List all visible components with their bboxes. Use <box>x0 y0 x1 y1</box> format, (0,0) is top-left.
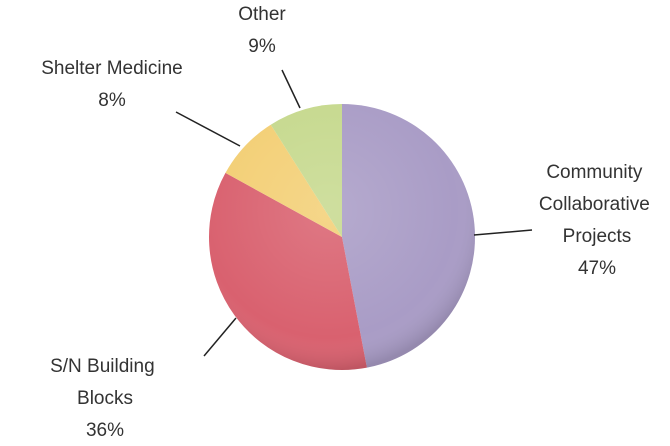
labels: Community Collaborative Projects 47% S/N B… <box>41 4 655 441</box>
value-label: 9% <box>248 36 276 57</box>
value-label: 36% <box>86 420 124 441</box>
value-label: 8% <box>98 90 126 111</box>
leader-line <box>473 229 533 236</box>
leader-line <box>203 317 237 357</box>
slice-label: Community Collaborative Projects <box>539 162 655 247</box>
slice-label: Shelter Medicine <box>41 58 183 79</box>
pie-slice <box>342 104 476 368</box>
leader-line <box>281 69 301 109</box>
slice-label: S/N Building Blocks <box>50 356 160 409</box>
leader-line <box>175 111 241 147</box>
value-label: 47% <box>578 258 616 279</box>
slice-label: Other <box>238 4 286 25</box>
pie <box>209 104 476 370</box>
